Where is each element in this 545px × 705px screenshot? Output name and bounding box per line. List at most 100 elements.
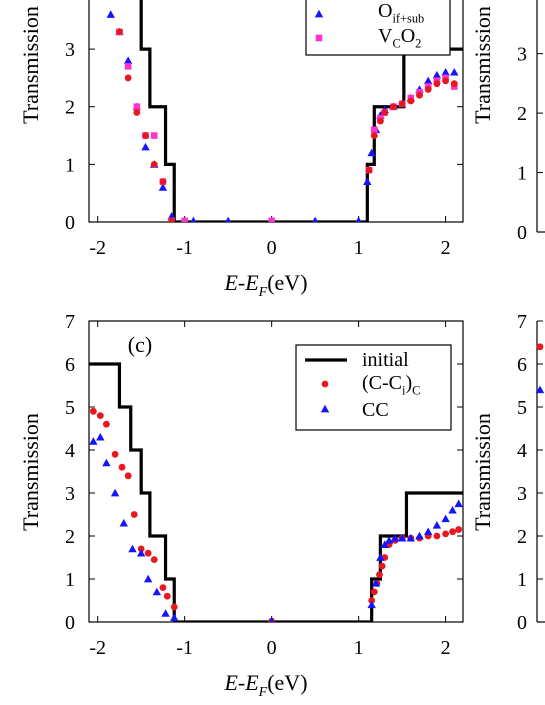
data-point [168,217,176,222]
data-point [96,412,104,419]
y-tick-label: 2 [517,526,527,548]
data-point [376,553,385,561]
data-point [190,216,197,222]
data-point [390,103,397,111]
data-point [158,183,168,191]
x-tick-label: 2 [441,637,451,659]
data-point [170,603,178,611]
data-point [159,178,167,186]
data-point [448,506,457,514]
y-tick-label: 3 [65,39,75,61]
data-point [397,533,407,542]
data-point [96,432,105,441]
data-point [123,56,133,64]
data-point [89,407,97,415]
x-tick-label: -2 [89,237,106,259]
data-point [442,77,450,85]
data-point [142,132,149,139]
data-point [433,532,441,540]
data-point [449,528,456,536]
data-point [415,531,424,540]
y-tick-label: 2 [65,97,75,119]
data-point [450,80,458,88]
data-point [384,536,394,544]
y-tick-label: 4 [517,440,527,462]
data-point [170,613,179,622]
legend-box [305,0,451,56]
x-tick-label: 2 [441,237,451,259]
panel-label: (c) [128,332,152,357]
data-point [424,86,432,93]
data-point [424,527,433,536]
data-point [136,549,146,557]
data-point [536,343,544,351]
y-tick-label: 1 [65,569,75,591]
legend-label: VCO2 [378,25,421,51]
data-point [433,80,441,88]
x-axis-label: E-EF(eV) [223,270,307,300]
data-point [159,584,167,591]
y-tick-label: 7 [65,311,75,333]
data-point [150,160,158,168]
data-point [424,76,433,85]
data-point [144,549,152,557]
data-point [161,609,170,617]
data-point [398,100,406,108]
data-point [143,574,153,583]
data-point [381,109,389,116]
y-tick-label: 0 [65,612,75,634]
data-point [150,556,158,564]
data-point [442,530,450,538]
y-axis-label: Transmission [18,6,43,124]
x-tick-label: -1 [176,637,193,659]
data-point [268,217,275,222]
legend-marker [315,34,323,42]
data-layer [106,0,463,222]
legend-label: CC [362,399,389,421]
data-point [128,544,137,553]
data-point [141,142,150,151]
data-point [152,587,162,596]
data-point [312,216,319,222]
data-point [432,70,442,79]
data-point [390,533,400,542]
y-tick-label: 7 [517,311,527,333]
data-point [110,488,120,497]
y-axis-label: Transmission [470,413,495,531]
series-line-initial [139,0,463,222]
y-tick-label: 1 [517,569,527,591]
data-point [365,166,373,174]
data-point [116,28,123,36]
legend-marker [321,380,329,388]
data-point [133,103,141,111]
data-point [441,514,450,523]
chart-panel-c: 0 1 2 3 4 5 6 7 -2 -1 0 1 2 Transmission E-EF(eV) (c) in… [18,311,464,700]
data-point [268,616,275,622]
data-point [133,109,141,116]
x-tick-label: -1 [176,237,193,259]
y-tick-label: 0 [65,212,75,234]
data-point [432,521,442,529]
legend-marker [314,9,324,18]
y-axis-label: Transmission [18,413,43,531]
data-point [119,518,128,527]
y-tick-label: 1 [65,154,75,176]
x-tick-label: 0 [267,237,277,259]
data-point [355,216,362,222]
y-tick-label: 4 [65,440,75,462]
data-point [150,132,158,139]
data-point [416,91,423,99]
y-tick-label: 3 [517,44,527,66]
data-point [378,562,386,570]
data-point [370,126,378,134]
y-tick-label: 3 [65,483,75,505]
x-tick-label: 1 [354,637,364,659]
data-point [102,458,111,467]
data-point [118,463,126,471]
y-tick-label: 0 [517,222,527,244]
data-point [367,600,376,609]
y-axis-label: Transmission [470,6,495,124]
data-point [363,177,372,186]
